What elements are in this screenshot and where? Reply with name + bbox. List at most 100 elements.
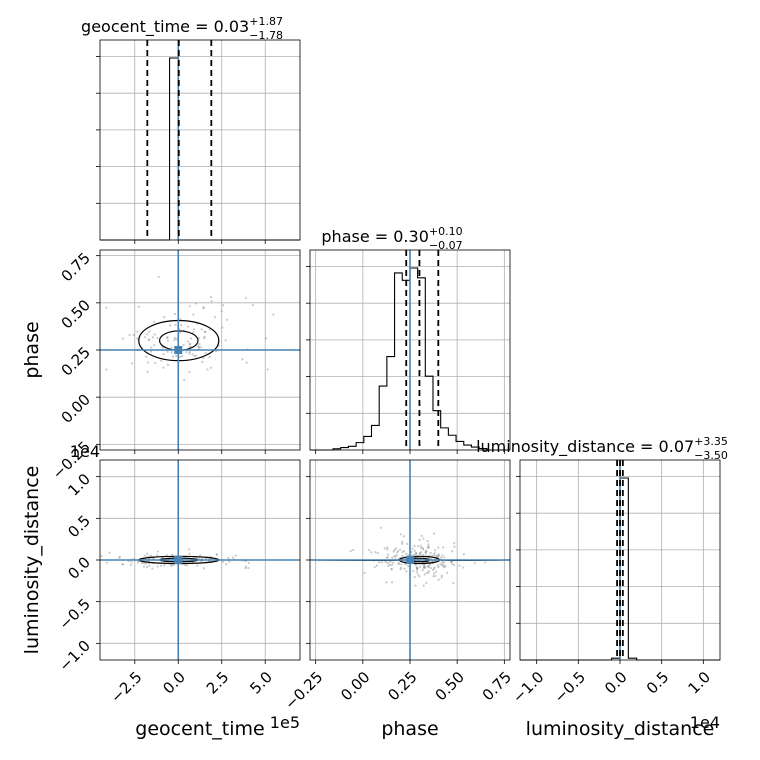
sample-point bbox=[202, 307, 205, 310]
sample-point bbox=[418, 552, 422, 556]
sample-point bbox=[183, 563, 186, 566]
sample-point bbox=[148, 564, 151, 567]
sample-point bbox=[220, 310, 223, 313]
sample-point bbox=[166, 363, 170, 366]
sample-point bbox=[437, 554, 441, 557]
sample-point bbox=[118, 556, 121, 559]
sample-point bbox=[162, 366, 165, 369]
sample-point bbox=[198, 342, 201, 346]
sample-point bbox=[432, 572, 436, 575]
sample-point bbox=[453, 545, 456, 548]
x-tick-label: 0.0 bbox=[159, 668, 189, 698]
histogram-geocent_time bbox=[100, 57, 300, 241]
scatter-panel-phase-vs-luminosity_distance bbox=[306, 459, 511, 664]
sample-point bbox=[241, 358, 244, 361]
sample-point bbox=[453, 542, 456, 545]
sample-point bbox=[415, 571, 418, 574]
sample-point bbox=[434, 549, 437, 552]
sample-point bbox=[420, 534, 423, 538]
sample-point bbox=[363, 571, 366, 575]
sample-point bbox=[402, 550, 406, 553]
sample-point bbox=[429, 551, 432, 555]
sample-point bbox=[440, 576, 443, 579]
title-median: 0.03 bbox=[214, 17, 250, 36]
sample-point bbox=[374, 551, 377, 554]
sample-point bbox=[452, 563, 456, 567]
sample-point bbox=[130, 561, 133, 564]
sample-point bbox=[432, 532, 436, 535]
sample-point bbox=[416, 567, 419, 570]
sample-point bbox=[368, 548, 371, 552]
sample-point bbox=[427, 543, 430, 546]
sample-point bbox=[430, 566, 433, 570]
sample-point bbox=[221, 560, 225, 563]
sample-point bbox=[400, 566, 403, 569]
sample-point bbox=[166, 350, 169, 353]
truth-marker bbox=[406, 556, 414, 564]
sample-point bbox=[188, 342, 191, 345]
sample-point bbox=[190, 337, 193, 340]
x-axis-label: phase bbox=[381, 718, 438, 740]
sample-point bbox=[385, 556, 389, 559]
sample-point bbox=[421, 547, 424, 550]
sample-point bbox=[395, 554, 398, 557]
sample-point bbox=[414, 564, 417, 567]
sample-point bbox=[439, 563, 442, 566]
sample-point bbox=[413, 549, 416, 552]
sample-point bbox=[145, 355, 148, 358]
sample-point bbox=[224, 339, 227, 342]
sample-point bbox=[422, 584, 425, 587]
y-tick-label: −0.5 bbox=[56, 595, 94, 633]
sample-point bbox=[442, 564, 446, 567]
sample-point bbox=[420, 546, 423, 549]
sample-point bbox=[129, 563, 132, 567]
sample-point bbox=[118, 555, 121, 558]
sample-point bbox=[388, 563, 391, 567]
sample-point bbox=[146, 370, 149, 373]
sample-point bbox=[121, 563, 124, 566]
sample-point bbox=[425, 550, 428, 553]
sample-point bbox=[136, 561, 139, 564]
x-tick-label: −0.5 bbox=[551, 668, 589, 706]
sample-point bbox=[418, 552, 422, 555]
sample-point bbox=[473, 561, 476, 565]
sample-point bbox=[383, 547, 386, 550]
sample-point bbox=[434, 574, 437, 578]
sample-point bbox=[396, 551, 399, 554]
sample-point bbox=[437, 578, 440, 581]
sample-point bbox=[417, 573, 420, 576]
sample-point bbox=[400, 540, 404, 543]
sample-point bbox=[419, 551, 423, 554]
sample-point bbox=[173, 312, 176, 315]
sample-point bbox=[386, 548, 389, 551]
sample-point bbox=[431, 554, 434, 557]
sample-point bbox=[100, 554, 103, 558]
sample-point bbox=[437, 553, 440, 556]
sample-point bbox=[419, 544, 422, 547]
sample-point bbox=[121, 337, 125, 340]
sample-point bbox=[399, 533, 402, 536]
sample-point bbox=[227, 556, 230, 559]
sample-point bbox=[462, 553, 465, 556]
sample-point bbox=[423, 565, 426, 568]
sample-point bbox=[386, 556, 389, 559]
sample-point bbox=[105, 561, 108, 564]
sample-point bbox=[397, 562, 400, 565]
sample-point bbox=[433, 566, 436, 569]
y-tick-label: 0.5 bbox=[64, 512, 94, 542]
title-eq: = bbox=[635, 437, 659, 456]
sample-point bbox=[450, 562, 454, 566]
sample-point bbox=[198, 557, 201, 560]
x-offset-text: 1e5 bbox=[270, 713, 300, 732]
sample-point bbox=[244, 565, 248, 568]
sample-point bbox=[153, 333, 156, 336]
sample-point bbox=[247, 566, 250, 570]
sample-point bbox=[399, 548, 402, 551]
sample-point bbox=[200, 328, 203, 331]
sample-point bbox=[352, 548, 355, 552]
sample-point bbox=[195, 302, 198, 305]
sample-point bbox=[406, 542, 409, 545]
sample-point bbox=[266, 368, 269, 371]
sample-point bbox=[148, 330, 151, 333]
